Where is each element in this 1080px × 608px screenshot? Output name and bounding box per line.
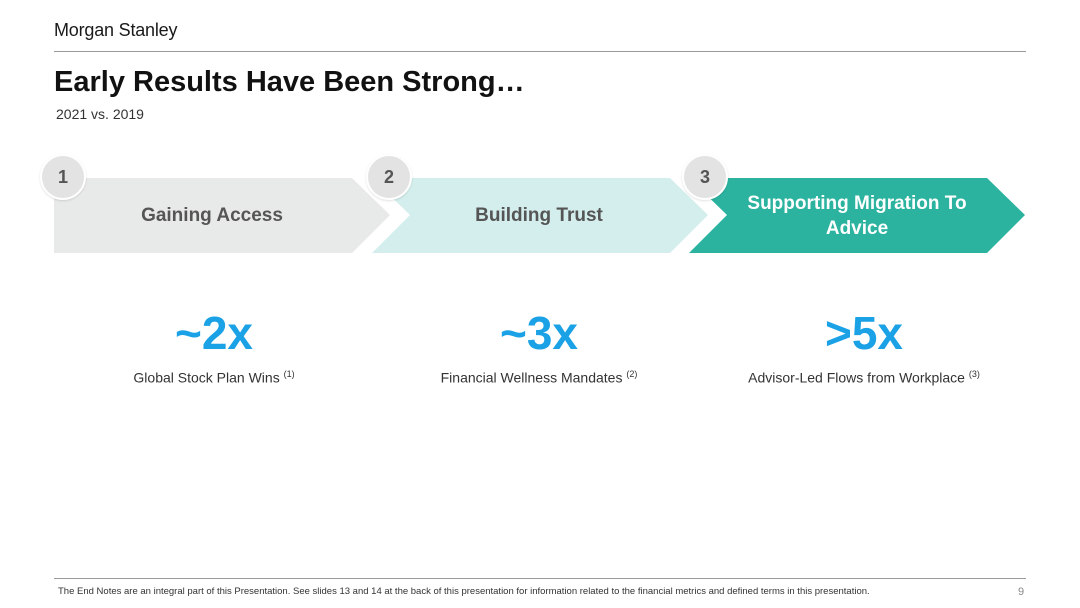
metric-2-endnote-ref: (2)	[626, 369, 638, 379]
metric-2: ~3x Financial Wellness Mandates (2)	[389, 305, 689, 386]
metric-2-caption: Financial Wellness Mandates (2)	[389, 369, 689, 386]
metric-1-value: ~2x	[174, 307, 254, 359]
metric-1-caption: Global Stock Plan Wins (1)	[64, 369, 364, 386]
step-2-label: Building Trust	[475, 205, 603, 226]
metric-3-endnote-ref: (3)	[968, 369, 980, 379]
metric-3: >5x Advisor-Led Flows from Workplace (3)	[714, 305, 1014, 386]
metric-2-value: ~3x	[499, 307, 579, 359]
step-2-number-badge: 2	[366, 154, 412, 200]
step-1-label: Gaining Access	[141, 205, 283, 226]
step-1-number-badge: 1	[40, 154, 86, 200]
page-subtitle: 2021 vs. 2019	[56, 106, 144, 122]
metric-3-value: >5x	[824, 307, 904, 359]
step-3-number-badge: 3	[682, 154, 728, 200]
page-title: Early Results Have Been Strong…	[54, 66, 525, 98]
page-number: 9	[1018, 586, 1025, 598]
metric-1-endnote-ref: (1)	[283, 369, 295, 379]
metric-2-caption-text: Financial Wellness Mandates	[440, 369, 623, 386]
top-divider	[54, 51, 1026, 52]
step-3-label: Supporting Migration To Advice	[747, 192, 967, 239]
logo: Morgan Stanley	[54, 20, 178, 40]
metric-3-caption: Advisor-Led Flows from Workplace (3)	[714, 369, 1014, 386]
metric-3-caption-text: Advisor-Led Flows from Workplace	[748, 369, 965, 386]
metric-1: ~2x Global Stock Plan Wins (1)	[64, 305, 364, 386]
bottom-divider	[54, 578, 1026, 579]
metric-1-caption-text: Global Stock Plan Wins	[133, 369, 280, 386]
footer-note: The End Notes are an integral part of th…	[58, 586, 870, 597]
